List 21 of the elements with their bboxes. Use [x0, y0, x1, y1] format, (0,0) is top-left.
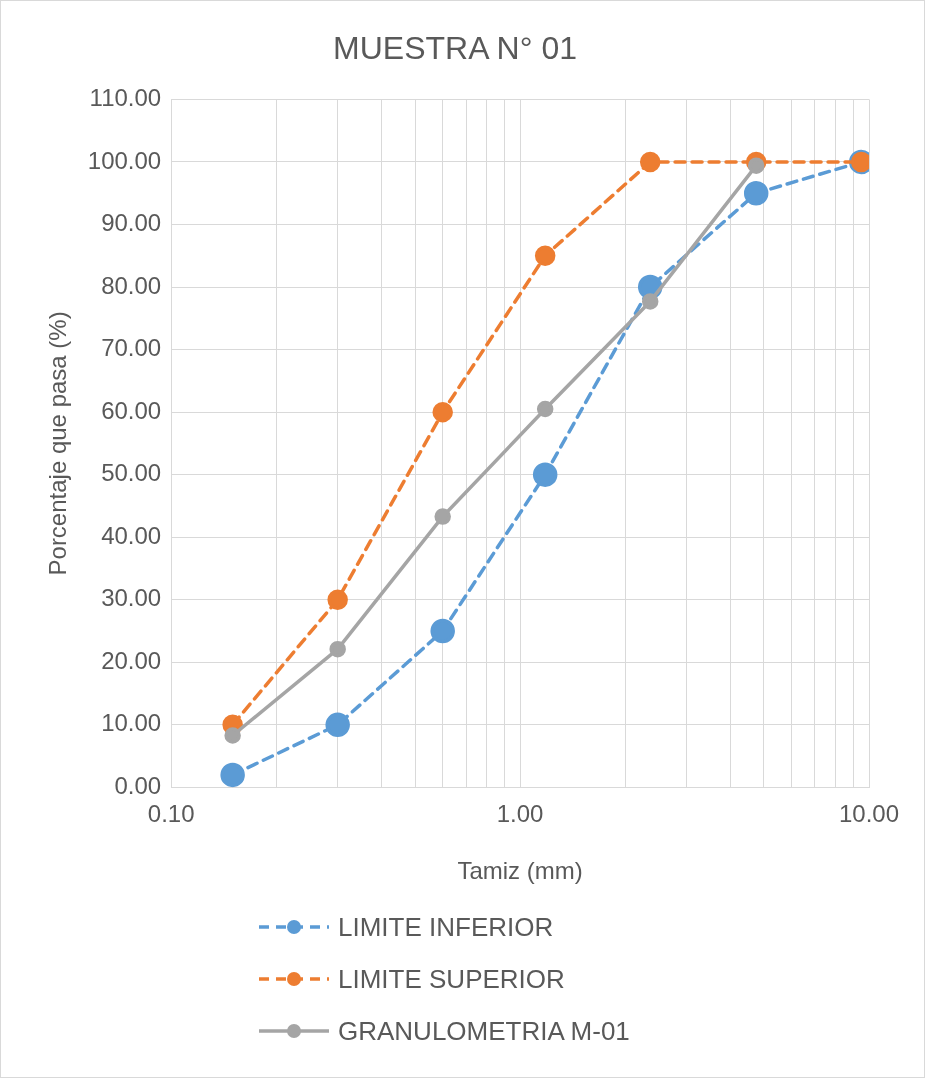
y-tick-label: 80.00 — [101, 271, 162, 299]
y-tick-label: 30.00 — [101, 584, 162, 612]
y-tick-label: 40.00 — [101, 521, 162, 549]
x-axis-title: Tamiz (mm) — [457, 857, 583, 885]
chart-title: MUESTRA N° 01 — [333, 30, 577, 67]
y-tick-label: 20.00 — [101, 646, 162, 674]
y-tick-label: 60.00 — [101, 396, 162, 424]
x-tick-label: 10.00 — [838, 800, 900, 828]
y-tick-label: 90.00 — [101, 209, 162, 237]
y-tick-label: 10.00 — [101, 709, 162, 737]
y-tick-label: 0.00 — [114, 772, 162, 800]
y-axis-title: Porcentaje que pasa (%) — [44, 311, 72, 576]
x-tick-label: 0.10 — [147, 800, 195, 828]
y-tick-label: 70.00 — [101, 334, 162, 362]
y-tick-label: 50.00 — [101, 459, 162, 487]
legend-label: GRANULOMETRIA M-01 — [338, 1015, 630, 1047]
legend-label: LIMITE INFERIOR — [338, 911, 554, 943]
legend-label: LIMITE SUPERIOR — [338, 963, 565, 995]
x-tick-label: 1.00 — [496, 800, 544, 828]
y-tick-label: 110.00 — [89, 84, 162, 112]
y-tick-label: 100.00 — [87, 146, 162, 174]
